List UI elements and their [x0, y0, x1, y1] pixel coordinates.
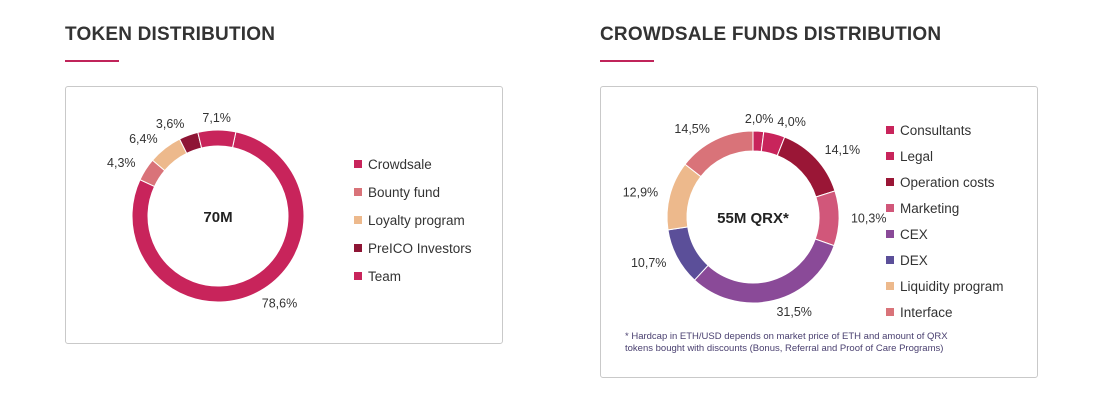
swatch-legal [886, 152, 894, 160]
legend-label: Loyalty program [368, 212, 465, 228]
swatch-bounty-fund [354, 188, 362, 196]
crowdsale-donut-chart: 2,0% 4,0% 14,1% 10,3% 31,5% 10,7% 12,9% 14,5% 55… [623, 112, 887, 319]
legend-item-consultants: Consultants [886, 117, 1004, 143]
legend-item-preico-investors: PreICO Investors [354, 234, 472, 262]
slice-cex [693, 238, 835, 304]
legend-label: Bounty fund [368, 184, 441, 200]
data-label-liquidity-program: 12,9% [623, 185, 658, 199]
legend-label: Team [368, 268, 402, 284]
slice-liquidity-program [666, 163, 702, 231]
swatch-operation-costs [886, 178, 894, 186]
legend-label: CEX [900, 226, 928, 242]
data-label-interface: 14,5% [674, 122, 709, 136]
legend-item-interface: Interface [886, 299, 1004, 325]
donut-center-label: 55M QRX* [717, 210, 789, 227]
token-legend: Crowdsale Bounty fund Loyalty program Pr… [354, 150, 472, 290]
legend-label: Interface [900, 304, 953, 320]
token-distribution-title: TOKEN DISTRIBUTION [65, 24, 276, 45]
swatch-dex [886, 256, 894, 264]
token-title-underline [65, 60, 119, 62]
crowdsale-funds-panel: 2,0% 4,0% 14,1% 10,3% 31,5% 10,7% 12,9% 14,5% 55… [600, 86, 1038, 378]
legend-item-team: Team [354, 262, 472, 290]
swatch-preico-investors [354, 244, 362, 252]
crowdsale-legend: Consultants Legal Operation costs Market… [886, 117, 1004, 325]
legend-item-crowdsale: Crowdsale [354, 150, 472, 178]
footnote-line-2: tokens bought with discounts (Bonus, Ref… [625, 343, 944, 354]
legend-item-marketing: Marketing [886, 195, 1004, 221]
legend-item-operation-costs: Operation costs [886, 169, 1004, 195]
swatch-team [354, 272, 362, 280]
data-label-operation-costs: 14,1% [825, 143, 860, 157]
data-label-team: 7,1% [202, 111, 231, 125]
swatch-loyalty-program [354, 216, 362, 224]
slice-marketing [814, 190, 840, 247]
legend-label: Consultants [900, 122, 972, 138]
data-label-crowdsale: 78,6% [262, 297, 297, 311]
legend-label: Operation costs [900, 174, 995, 190]
token-donut-chart: 78,6% 4,3% 6,4%3,6% 7,1% 70M [107, 111, 305, 311]
slice-team [197, 129, 237, 149]
hardcap-footnote: * Hardcap in ETH/USD depends on market p… [625, 331, 948, 355]
swatch-marketing [886, 204, 894, 212]
token-distribution-panel: 78,6% 4,3% 6,4% 3,6% 7,1% 70M Crowdsale Bount… [65, 86, 503, 344]
legend-item-bounty-fund: Bounty fund [354, 178, 472, 206]
legend-item-loyalty-program: Loyalty program [354, 206, 472, 234]
swatch-consultants [886, 126, 894, 134]
data-label-bounty-fund: 4,3% [107, 156, 136, 170]
swatch-interface [886, 308, 894, 316]
crowdsale-funds-title: CROWDSALE FUNDS DISTRIBUTION [600, 24, 942, 45]
data-label-marketing: 10,3% [851, 212, 886, 226]
slice-crowdsale [131, 131, 305, 303]
crowdsale-title-underline [600, 60, 654, 62]
legend-item-cex: CEX [886, 221, 1004, 247]
donut-center-label: 70M [203, 209, 232, 226]
legend-item-liquidity-program: Liquidity program [886, 273, 1004, 299]
legend-label: PreICO Investors [368, 240, 472, 256]
data-label-preico-investors: 3,6% [156, 117, 185, 131]
data-label-cex: 31,5% [776, 305, 811, 319]
legend-label: Liquidity program [900, 278, 1004, 294]
data-label-consultants: 2,0% [745, 112, 774, 126]
swatch-crowdsale [354, 160, 362, 168]
legend-label: Legal [900, 148, 934, 164]
legend-item-legal: Legal [886, 143, 1004, 169]
swatch-cex [886, 230, 894, 238]
slice-dex [667, 226, 709, 281]
data-label-dex: 10,7% [631, 256, 666, 270]
swatch-liquidity-program [886, 282, 894, 290]
footnote-line-1: * Hardcap in ETH/USD depends on market p… [625, 331, 948, 342]
legend-label: Marketing [900, 200, 960, 216]
legend-label: DEX [900, 252, 928, 268]
legend-label: Crowdsale [368, 156, 432, 172]
legend-item-dex: DEX [886, 247, 1004, 273]
data-label-legal: 4,0% [777, 115, 806, 129]
slice-interface [684, 130, 754, 178]
data-label-loyalty-program: 6,4% [129, 132, 158, 146]
